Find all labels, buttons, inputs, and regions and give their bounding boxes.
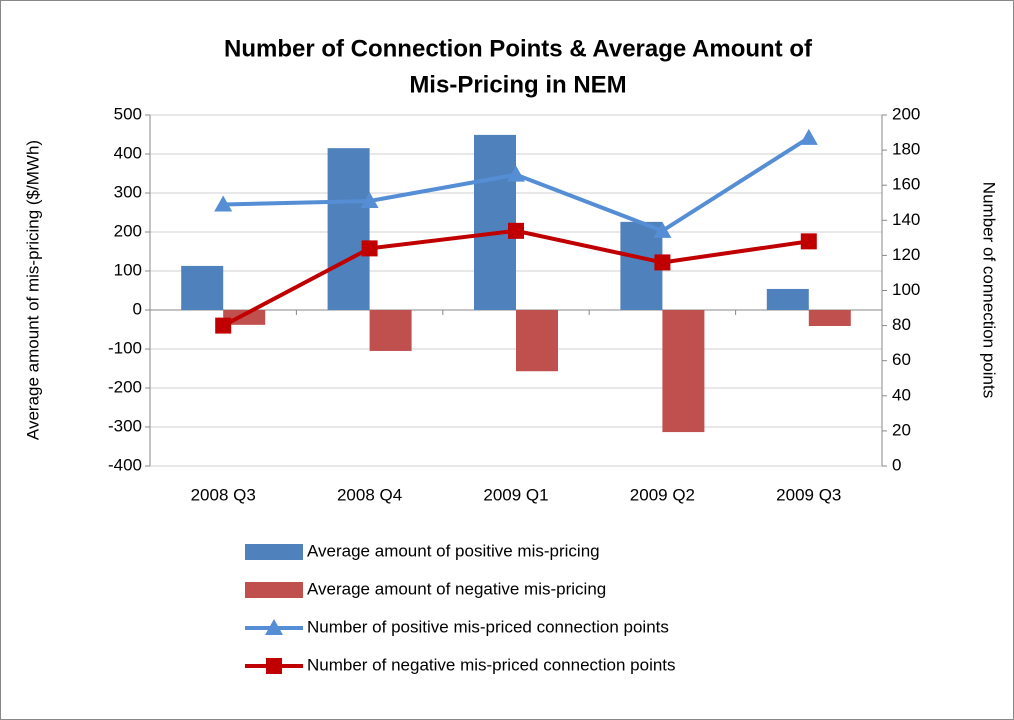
y2-tick-label: 140: [892, 210, 920, 229]
y-tick-label: 500: [114, 104, 142, 123]
x-tick-label: 2009 Q3: [776, 485, 841, 504]
point: [508, 222, 524, 239]
point: [799, 128, 818, 145]
legend-label: Average amount of negative mis-pricing: [307, 579, 606, 598]
y2-tick-label: 60: [892, 350, 911, 369]
y2-tick-label: 200: [892, 104, 920, 123]
y-axis-label: Average amount of mis-pricing ($/MWh): [23, 140, 42, 440]
y2-tick-label: 0: [892, 455, 901, 474]
point: [214, 195, 233, 212]
legend-label: Number of negative mis-priced connection…: [307, 655, 676, 674]
y-tick-label: -300: [108, 416, 142, 435]
point: [360, 191, 379, 208]
x-tick-label: 2008 Q3: [191, 485, 256, 504]
y2-tick-label: 80: [892, 315, 911, 334]
legend-swatch: [245, 582, 303, 598]
bar: [369, 310, 412, 351]
chart-title: Number of Connection Points & Average Am…: [224, 35, 813, 62]
bar: [327, 148, 370, 310]
point: [361, 240, 378, 257]
legend-label: Number of positive mis-priced connection…: [307, 617, 669, 636]
y-tick-label: -200: [108, 377, 142, 396]
x-tick-label: 2009 Q2: [630, 485, 695, 504]
x-tick-label: 2009 Q1: [483, 485, 548, 504]
point: [653, 221, 672, 238]
y-tick-label: -400: [108, 455, 142, 474]
point: [215, 317, 232, 334]
legend-label: Average amount of positive mis-pricing: [307, 541, 600, 560]
y-tick-label: -100: [108, 338, 142, 357]
y2-axis-label: Number of connection points: [980, 182, 999, 398]
y2-tick-label: 40: [892, 385, 911, 404]
y2-tick-label: 120: [892, 245, 920, 264]
bar: [516, 310, 558, 372]
point: [507, 165, 525, 182]
y-tick-label: 100: [114, 260, 142, 279]
y2-tick-label: 20: [892, 420, 911, 439]
y2-tick-label: 180: [892, 140, 920, 159]
legend-marker: [266, 658, 282, 674]
y2-tick-label: 160: [892, 175, 920, 194]
y-tick-label: 200: [114, 221, 142, 240]
bar: [808, 310, 851, 326]
y2-tick-label: 100: [892, 280, 920, 299]
bar: [766, 288, 809, 310]
point: [800, 233, 817, 250]
bar: [474, 134, 516, 310]
point: [654, 254, 671, 271]
y-tick-label: 400: [114, 143, 142, 162]
bar: [662, 310, 705, 433]
y-tick-label: 0: [133, 299, 142, 318]
legend-marker: [265, 619, 283, 635]
chart-title: Mis-Pricing in NEM: [409, 71, 626, 98]
bar: [181, 265, 224, 310]
x-tick-label: 2008 Q4: [337, 485, 402, 504]
y-tick-label: 300: [114, 182, 142, 201]
legend-swatch: [245, 544, 303, 560]
